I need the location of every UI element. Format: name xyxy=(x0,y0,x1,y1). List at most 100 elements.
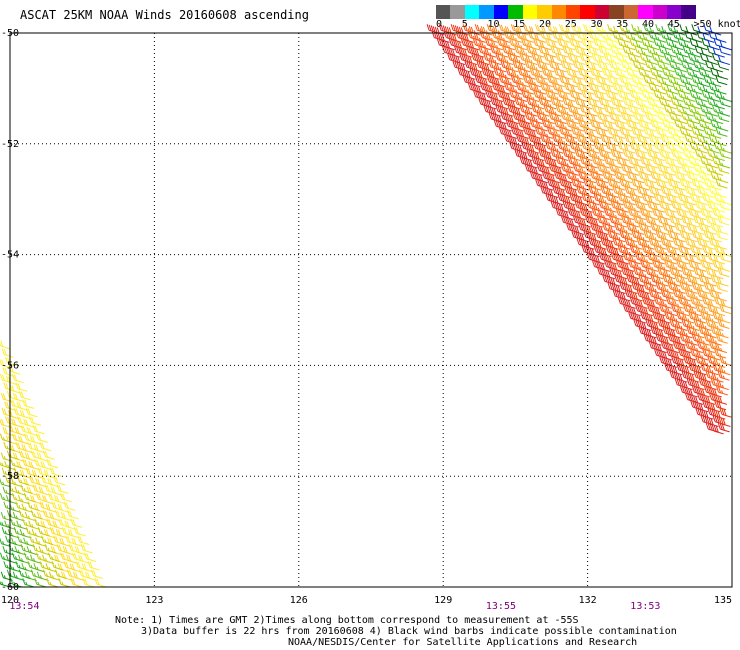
legend-swatch xyxy=(537,5,552,19)
wind-barb xyxy=(622,262,635,272)
wind-barb xyxy=(523,70,536,80)
wind-barb xyxy=(703,343,715,354)
wind-barb xyxy=(706,262,719,272)
wind-barb xyxy=(49,527,62,537)
wind-barb xyxy=(716,173,729,184)
wind-barb xyxy=(718,55,730,66)
note-line-2: 3)Data buffer is 22 hrs from 20160608 4)… xyxy=(141,626,677,637)
wind-barb xyxy=(594,240,607,250)
wind-barb xyxy=(515,92,528,102)
wind-barb xyxy=(560,173,573,184)
wind-barb xyxy=(530,63,543,73)
wind-barb xyxy=(589,232,602,243)
wind-barb xyxy=(39,441,52,452)
wind-barb xyxy=(716,277,729,287)
wind-barb xyxy=(687,321,700,331)
legend-swatch xyxy=(652,5,667,19)
wind-barb xyxy=(685,388,698,398)
wind-barb xyxy=(568,48,581,58)
wind-barb xyxy=(22,458,35,469)
wind-barb xyxy=(592,48,605,58)
wind-barb xyxy=(515,144,528,154)
wind-barb xyxy=(477,55,490,66)
wind-barb xyxy=(709,181,722,191)
wind-barb xyxy=(673,77,686,88)
wind-barb xyxy=(687,218,700,228)
wind-barb xyxy=(697,232,710,243)
map-title: ASCAT 25KM NOAA Winds 20160608 ascending xyxy=(20,8,309,22)
wind-barb xyxy=(715,230,728,241)
wind-barb xyxy=(34,458,47,469)
wind-barb xyxy=(694,365,707,376)
wind-barb xyxy=(654,240,667,250)
wind-barb xyxy=(692,173,705,184)
wind-barb xyxy=(708,299,721,309)
wind-barb xyxy=(541,129,554,139)
wind-barb xyxy=(494,114,507,125)
lon-tick-label: 132 xyxy=(579,595,597,606)
wind-barb xyxy=(1,348,14,358)
legend-swatch xyxy=(493,5,509,19)
wind-barb xyxy=(621,55,634,66)
wind-barb xyxy=(523,127,535,137)
wind-barb xyxy=(604,48,617,58)
wind-barb xyxy=(695,408,708,418)
wind-barb xyxy=(661,336,674,346)
wind-barb xyxy=(640,151,653,162)
wind-barb xyxy=(597,107,610,117)
wind-barb xyxy=(641,306,654,317)
wind-barb xyxy=(713,151,725,162)
wind-barb xyxy=(591,218,604,228)
wind-barb xyxy=(706,210,719,221)
wind-barb xyxy=(17,416,30,426)
wind-barb xyxy=(639,218,652,228)
wind-barb xyxy=(697,336,710,346)
wind-barb xyxy=(1,407,14,418)
wind-barb xyxy=(462,75,475,86)
wind-barb xyxy=(715,343,728,354)
wind-barb xyxy=(630,292,643,302)
wind-barb xyxy=(596,225,609,235)
wind-barb xyxy=(601,232,614,243)
wind-barb xyxy=(670,365,683,376)
wind-barb xyxy=(717,112,730,123)
wind-barb xyxy=(629,193,642,204)
wind-barb xyxy=(547,70,560,80)
wind-barb xyxy=(521,38,534,49)
wind-barb xyxy=(678,33,691,43)
wind-barb xyxy=(611,40,624,51)
wind-barb xyxy=(676,260,689,270)
wind-barb xyxy=(496,48,509,58)
wind-barb xyxy=(579,218,591,228)
wind-barb xyxy=(491,92,504,102)
wind-barb xyxy=(573,107,586,117)
wind-barb xyxy=(519,53,532,64)
wind-barb xyxy=(692,380,705,391)
wind-barb xyxy=(630,85,643,95)
wind-barb xyxy=(11,373,24,384)
wind-barb xyxy=(659,92,672,102)
wind-barb xyxy=(481,68,494,78)
wind-barb xyxy=(436,38,449,49)
wind-barb xyxy=(546,188,559,198)
legend-swatch xyxy=(522,5,538,19)
wind-barb xyxy=(539,92,552,102)
wind-barb xyxy=(513,55,526,66)
wind-barb xyxy=(683,40,696,51)
wind-barb xyxy=(563,92,576,102)
wind-barb xyxy=(642,85,655,95)
wind-barb xyxy=(599,144,612,154)
wind-barb xyxy=(685,77,698,88)
wind-barb xyxy=(694,262,707,272)
wind-barb xyxy=(706,159,719,169)
wind-barb xyxy=(706,314,719,324)
wind-barb xyxy=(714,349,727,359)
wind-barb xyxy=(646,210,659,221)
wind-barb xyxy=(663,114,676,125)
wind-barb xyxy=(628,203,641,213)
wind-barb xyxy=(503,92,516,102)
wind-barb xyxy=(549,159,562,169)
wind-barb xyxy=(501,55,514,66)
wind-barb xyxy=(573,159,586,169)
